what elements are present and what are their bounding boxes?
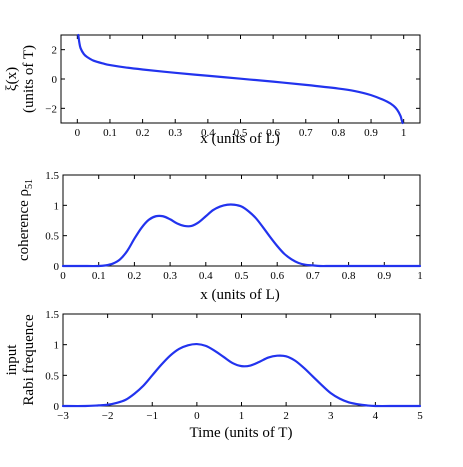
y-axis-label-rabi-line2: Rabi frequence — [21, 314, 37, 406]
x-tick-label: −3 — [57, 410, 69, 422]
panel-xi: 0 0.1 0.2 0.3 0.4 0.5 0.6 0.7 0.8 0.9 1 −2 0 2 x (uni… — [4, 33, 421, 147]
ticks-xi: 0 0.1 0.2 0.3 0.4 0.5 0.6 0.7 0.8 0.9 1 −2 0 2 — [45, 35, 420, 139]
y-tick-label: 0 — [54, 401, 60, 413]
x-tick-label: 0.3 — [168, 127, 182, 139]
x-tick-label: 0.9 — [377, 270, 391, 282]
x-tick-label: 0 — [194, 410, 200, 422]
x-tick-label: 0.9 — [364, 127, 378, 139]
plot-frame-coherence — [62, 174, 421, 267]
y-tick-label: 1.5 — [45, 170, 59, 182]
x-tick-label: 0.8 — [342, 270, 356, 282]
x-axis-label-rabi: Time (units of T) — [190, 425, 293, 441]
y-tick-label: 0 — [54, 261, 60, 273]
y-tick-label: 2 — [52, 45, 58, 57]
x-tick-label: 0.5 — [234, 127, 248, 139]
x-axis-label-coherence: x (units of L) — [200, 287, 280, 303]
x-tick-label: 4 — [373, 410, 379, 422]
x-tick-label: 0.8 — [332, 127, 346, 139]
x-tick-label: 0.3 — [163, 270, 177, 282]
panel-rabi: −3 −2 −1 0 1 2 3 4 5 0 0.5 1 1.5 Time (units of T) i… — [4, 309, 423, 441]
y-axis-label-xi: ξ(x) — [4, 67, 20, 91]
y-tick-label: 1.5 — [45, 309, 59, 321]
x-tick-label: 1 — [417, 270, 423, 282]
y-axis-label-coherence: coherence ρ51 — [16, 179, 35, 261]
x-tick-label: 0.2 — [128, 270, 142, 282]
plot-frame-rabi — [62, 313, 421, 407]
y-tick-label: 0 — [52, 74, 58, 86]
x-tick-label: 1 — [239, 410, 245, 422]
x-tick-label: 3 — [328, 410, 334, 422]
x-tick-label: 0.1 — [92, 270, 106, 282]
x-tick-label: 1 — [401, 127, 407, 139]
y-tick-label: −2 — [45, 103, 57, 115]
y-tick-label: 0.5 — [45, 231, 59, 243]
series-line-rabi — [61, 342, 422, 408]
x-tick-label: 0.4 — [201, 127, 215, 139]
x-axis-label-xi: x (units of L) — [200, 131, 280, 147]
x-tick-label: 2 — [283, 410, 289, 422]
x-tick-label: 0 — [75, 127, 81, 139]
x-tick-label: 0.2 — [136, 127, 150, 139]
x-tick-label: 0.6 — [270, 270, 284, 282]
x-tick-label: 0.7 — [299, 127, 313, 139]
ticks-coherence: 0 0.1 0.2 0.3 0.4 0.5 0.6 0.7 0.8 0.9 1 0 0.5 1 1.5 — [45, 170, 423, 282]
series-line-coherence — [61, 203, 422, 268]
x-tick-label: 5 — [417, 410, 423, 422]
x-tick-label: 0.5 — [235, 270, 249, 282]
panel-coherence: 0 0.1 0.2 0.3 0.4 0.5 0.6 0.7 0.8 0.9 1 0 0.5 1 1.5 x … — [16, 170, 423, 303]
x-tick-label: −1 — [146, 410, 158, 422]
series-line-xi — [77, 33, 404, 125]
y-tick-label: 1 — [54, 340, 60, 352]
y-axis-label-xi-units: (units of T) — [21, 45, 37, 113]
y-tick-label: 0.5 — [45, 370, 59, 382]
x-tick-label: 0.7 — [306, 270, 320, 282]
x-tick-label: 0.4 — [199, 270, 213, 282]
x-tick-label: 0 — [60, 270, 66, 282]
x-tick-label: 0.6 — [266, 127, 280, 139]
x-tick-label: −2 — [102, 410, 114, 422]
x-tick-label: 0.1 — [103, 127, 117, 139]
y-axis-label-rabi-line1: input — [4, 344, 20, 376]
y-tick-label: 1 — [54, 200, 60, 212]
